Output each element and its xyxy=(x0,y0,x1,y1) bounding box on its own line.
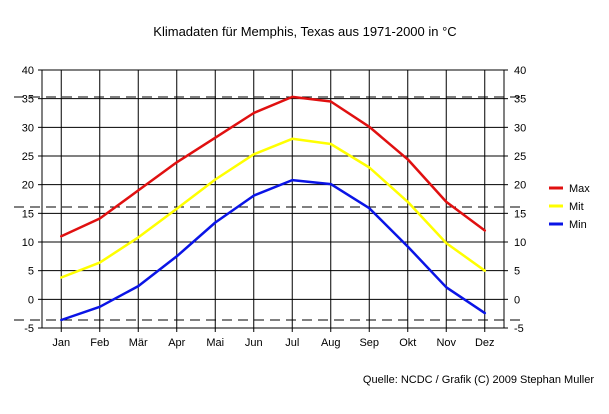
y-tick-label-left: 5 xyxy=(28,266,34,278)
grid-layer xyxy=(42,70,504,328)
y-tick-label-left: 20 xyxy=(22,180,34,192)
x-tick-label: Jan xyxy=(52,337,70,349)
y-tick-label-right: 40 xyxy=(514,65,526,77)
x-tick-label: Jun xyxy=(245,337,263,349)
x-tick-label: Feb xyxy=(90,337,109,349)
series-line-max xyxy=(60,95,487,238)
x-tick-label: Dez xyxy=(475,337,495,349)
y-tick-label-right: 20 xyxy=(514,180,526,192)
y-tick-label-right: 15 xyxy=(514,208,526,220)
y-tick-label-left: 15 xyxy=(22,208,34,220)
y-tick-label-right: 5 xyxy=(514,266,520,278)
y-tick-label-left: 35 xyxy=(22,94,34,106)
y-tick-label-right: 10 xyxy=(514,237,526,249)
reference-lines xyxy=(14,96,520,321)
y-tick-label-right: 30 xyxy=(514,122,526,134)
plot-area-frame xyxy=(41,69,505,329)
series-layer xyxy=(60,95,487,322)
legend-label-mit: Mit xyxy=(569,201,584,213)
y-tick-label-left: -5 xyxy=(24,323,34,335)
y-axis-right: 40 35 30 25 20 15 10 5 0 -5 xyxy=(504,65,526,335)
y-tick-label-right: 35 xyxy=(514,94,526,106)
x-axis: Jan Feb Mär Apr Mai Jun Jul Aug Sep Okt Nov Dez xyxy=(52,328,495,349)
x-tick-label: Aug xyxy=(321,337,341,349)
y-tick-label-right: 25 xyxy=(514,151,526,163)
legend-label-min: Min xyxy=(569,219,587,231)
x-tick-label: Jul xyxy=(285,337,299,349)
x-tick-label: Nov xyxy=(436,337,456,349)
chart-title: Klimadaten für Memphis, Texas aus 1971-2… xyxy=(153,24,456,39)
series-line-min xyxy=(60,178,487,322)
y-tick-label-left: 40 xyxy=(22,65,34,77)
y-tick-label-right: 0 xyxy=(514,294,520,306)
x-tick-label: Mai xyxy=(206,337,224,349)
x-tick-label: Mär xyxy=(129,337,148,349)
y-tick-label-left: 25 xyxy=(22,151,34,163)
x-tick-label: Apr xyxy=(168,337,185,349)
source-credit: Quelle: NCDC / Grafik (C) 2009 Stephan M… xyxy=(363,374,594,386)
legend-label-max: Max xyxy=(569,183,590,195)
legend: Max Mit Min xyxy=(549,183,590,231)
x-tick-label: Sep xyxy=(359,337,379,349)
y-tick-label-right: -5 xyxy=(514,323,524,335)
y-axis-left: 40 35 30 25 20 15 10 5 0 -5 xyxy=(22,65,42,335)
x-tick-label: Okt xyxy=(399,337,416,349)
series-line-mit xyxy=(60,137,487,279)
y-tick-label-left: 0 xyxy=(28,294,34,306)
y-tick-label-left: 30 xyxy=(22,122,34,134)
y-tick-label-left: 10 xyxy=(22,237,34,249)
